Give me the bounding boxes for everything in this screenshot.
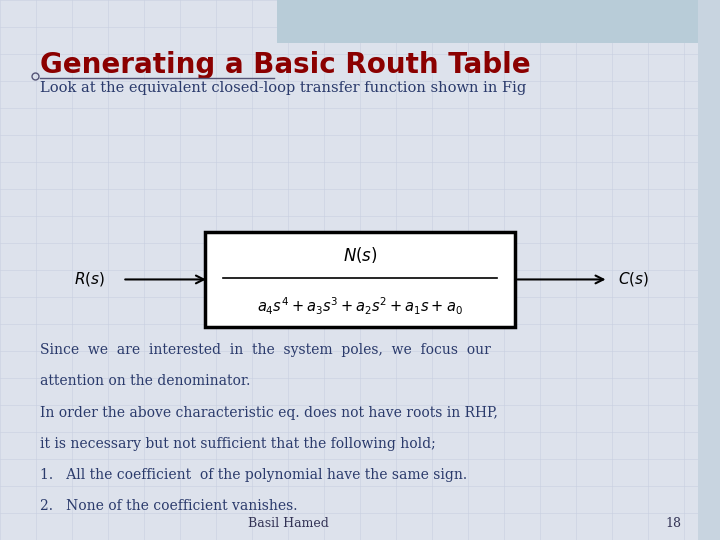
Text: Generating a Basic Routh Table: Generating a Basic Routh Table bbox=[40, 51, 530, 79]
Text: attention on the denominator.: attention on the denominator. bbox=[40, 374, 250, 388]
Text: $a_4s^4+a_3s^3+a_2s^2+a_1s+a_0$: $a_4s^4+a_3s^3+a_2s^2+a_1s+a_0$ bbox=[257, 295, 463, 316]
Bar bbox=[277, 0, 720, 43]
Text: Look at the equivalent closed-loop transfer function shown in Fig: Look at the equivalent closed-loop trans… bbox=[40, 81, 526, 95]
Text: $R(s)$: $R(s)$ bbox=[74, 271, 106, 288]
Text: 18: 18 bbox=[665, 517, 681, 530]
Text: it is necessary but not sufficient that the following hold;: it is necessary but not sufficient that … bbox=[40, 437, 436, 451]
Text: In order the above characteristic eq. does not have roots in RHP,: In order the above characteristic eq. do… bbox=[40, 406, 498, 420]
Text: Basil Hamed: Basil Hamed bbox=[248, 517, 328, 530]
Text: $C(s)$: $C(s)$ bbox=[618, 271, 649, 288]
Text: $N(s)$: $N(s)$ bbox=[343, 245, 377, 265]
Text: 2.   None of the coefficient vanishes.: 2. None of the coefficient vanishes. bbox=[40, 500, 297, 514]
Text: 1.   All the coefficient  of the polynomial have the same sign.: 1. All the coefficient of the polynomial… bbox=[40, 468, 467, 482]
Text: Since  we  are  interested  in  the  system  poles,  we  focus  our: Since we are interested in the system po… bbox=[40, 343, 490, 357]
Bar bbox=[205, 232, 515, 327]
Bar bbox=[698, 0, 720, 540]
